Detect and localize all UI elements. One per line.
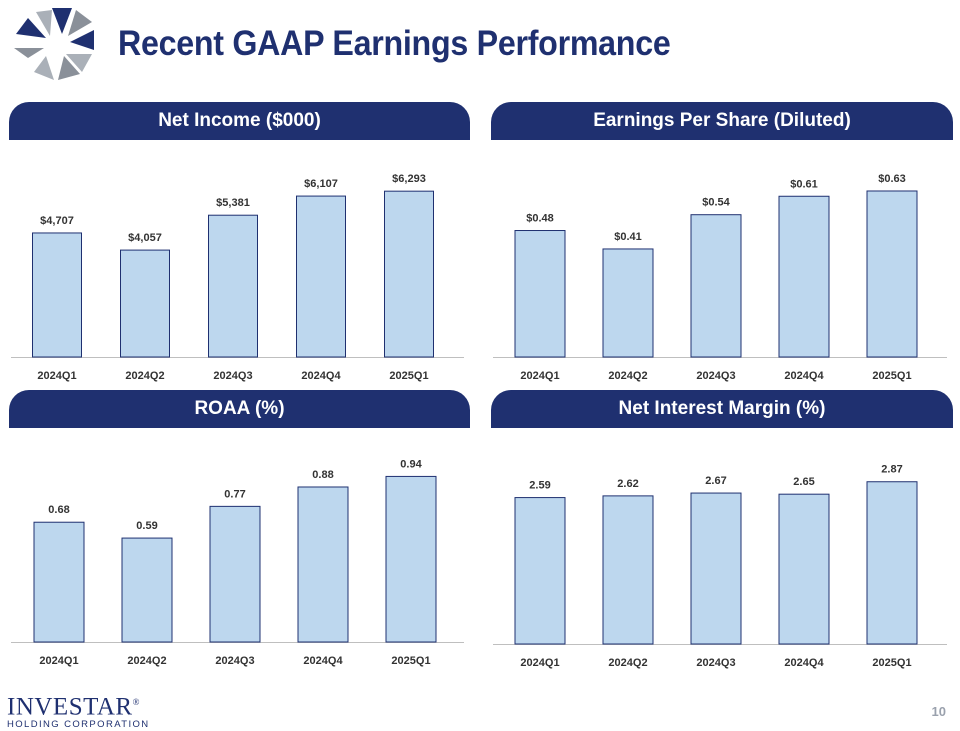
panel-header-nim: Net Interest Margin (%): [491, 390, 953, 428]
data-label: $4,057: [128, 232, 162, 244]
data-label: 0.77: [224, 488, 245, 500]
bar-2024Q4: [778, 195, 830, 358]
tick-label: 2025Q1: [391, 655, 430, 667]
tick-label: 2024Q1: [39, 655, 78, 667]
tick-label: 2024Q4: [784, 657, 824, 669]
data-label: $0.61: [790, 178, 818, 190]
bar-2024Q3: [209, 505, 261, 643]
chart-nim: 2.59 2024Q1 2.62 2024Q2 2.67 2024Q3 2.65 2024Q4…: [493, 464, 947, 669]
data-label: 2.87: [881, 464, 902, 476]
data-label: 2.59: [529, 480, 550, 492]
bar-2024Q1: [33, 521, 85, 643]
bar-2024Q2: [602, 248, 654, 358]
tick-label: 2024Q3: [213, 370, 252, 382]
tick-label: 2024Q4: [301, 370, 341, 382]
chart-eps: $0.48 2024Q1 $0.41 2024Q2 $0.54 2024Q3 $0.61 20…: [493, 173, 947, 382]
data-label: $6,107: [304, 178, 338, 190]
bar-2025Q1: [384, 190, 434, 358]
bar-2024Q1: [514, 497, 566, 645]
tick-label: 2024Q3: [215, 655, 254, 667]
tick-label: 2024Q3: [696, 657, 735, 669]
bar-2025Q1: [866, 481, 918, 645]
tick-label: 2024Q4: [784, 370, 824, 382]
tick-label: 2024Q1: [37, 370, 76, 382]
page-number: 10: [931, 704, 946, 719]
panel-header-eps: Earnings Per Share (Diluted): [491, 102, 953, 140]
tick-label: 2025Q1: [872, 370, 911, 382]
company-name: INVESTAR®: [7, 693, 140, 721]
tick-label: 2025Q1: [389, 370, 428, 382]
tick-label: 2024Q1: [520, 370, 559, 382]
tick-label: 2024Q2: [127, 655, 166, 667]
data-label: 0.88: [312, 469, 333, 481]
bar-2024Q1: [514, 230, 566, 358]
bar-2024Q3: [690, 214, 742, 358]
tick-label: 2024Q2: [608, 657, 647, 669]
bar-2024Q2: [120, 249, 170, 358]
bar-2024Q3: [208, 214, 258, 358]
bar-2024Q1: [32, 232, 82, 358]
data-label: 0.59: [136, 520, 157, 532]
chart-roaa: 0.68 2024Q1 0.59 2024Q2 0.77 2024Q3 0.88 2024Q4…: [11, 458, 464, 667]
data-label: $6,293: [392, 173, 426, 185]
data-label: 2.65: [793, 476, 814, 488]
data-label: 2.62: [617, 478, 638, 490]
bar-2024Q4: [296, 195, 346, 358]
data-label: $0.63: [878, 173, 906, 185]
data-label: $4,707: [40, 215, 74, 227]
tick-label: 2024Q1: [520, 657, 559, 669]
panel-header-roaa: ROAA (%): [9, 390, 470, 428]
tick-label: 2024Q2: [125, 370, 164, 382]
logo-star-icon: [14, 8, 94, 80]
tick-label: 2024Q2: [608, 370, 647, 382]
page-title: Recent GAAP Earnings Performance: [118, 24, 671, 63]
bar-2024Q3: [690, 492, 742, 645]
bar-2024Q2: [602, 495, 654, 645]
chart-net-income: $4,707 2024Q1 $4,057 2024Q2 $5,381 2024Q3 $6,1…: [11, 173, 464, 382]
company-subtitle: HOLDING CORPORATION: [7, 719, 150, 731]
panel-header-net-income: Net Income ($000): [9, 102, 470, 140]
data-label: 2.67: [705, 475, 726, 487]
tick-label: 2025Q1: [872, 657, 911, 669]
bar-2025Q1: [385, 475, 437, 643]
data-label: 0.68: [48, 504, 69, 516]
tick-label: 2024Q4: [303, 655, 343, 667]
data-label: $0.41: [614, 231, 642, 243]
bar-2024Q4: [778, 493, 830, 645]
data-label: $0.48: [526, 213, 554, 225]
tick-label: 2024Q3: [696, 370, 735, 382]
data-label: $5,381: [216, 197, 250, 209]
data-label: 0.94: [400, 458, 422, 470]
bar-2024Q2: [121, 537, 173, 643]
bar-2024Q4: [297, 486, 349, 643]
footer-logo: INVESTAR® HOLDING CORPORATION: [7, 690, 150, 731]
bar-2025Q1: [866, 190, 918, 358]
data-label: $0.54: [702, 197, 730, 209]
